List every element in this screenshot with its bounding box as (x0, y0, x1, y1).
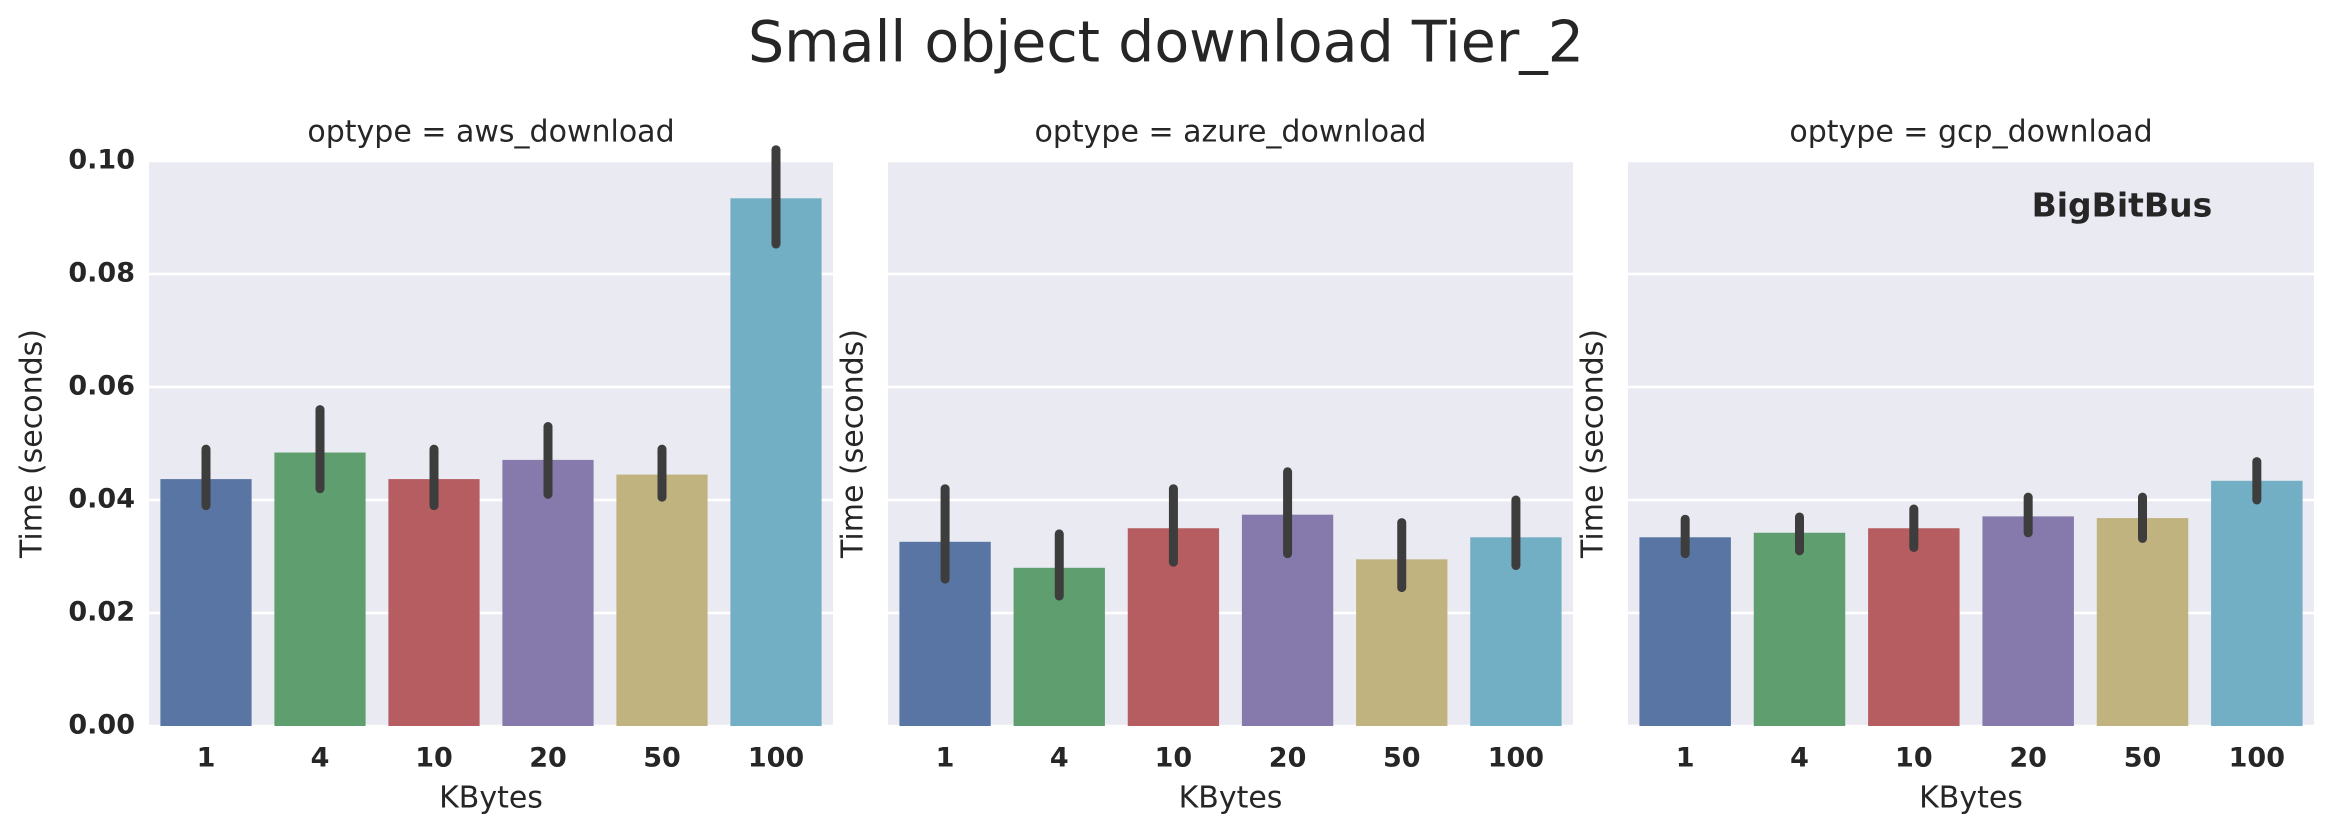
x-tick-label: 1 (197, 743, 216, 774)
panel: 1 4 10 20 50 100 optype = gcp_download KBytes Ti… (1576, 115, 2314, 816)
y-axis-label: Time (seconds) (15, 329, 50, 559)
panel-title: optype = aws_download (307, 115, 674, 150)
x-tick-label: 50 (643, 743, 681, 774)
x-tick-label: 10 (415, 743, 453, 774)
x-tick-label: 4 (311, 743, 330, 774)
bar (388, 479, 480, 726)
x-tick-label: 20 (2009, 743, 2047, 774)
x-tick-label: 20 (529, 743, 567, 774)
x-axis-label: KBytes (439, 781, 543, 816)
bar (160, 479, 252, 726)
x-tick-label: 100 (748, 743, 804, 774)
x-tick-label: 100 (1488, 743, 1544, 774)
bar (730, 198, 822, 727)
panel-title: optype = gcp_download (1789, 115, 2152, 150)
x-tick-label: 50 (1383, 743, 1421, 774)
y-tick-label: 0.00 (68, 710, 135, 741)
bar (1753, 532, 1846, 726)
y-axis-label: Time (seconds) (836, 329, 871, 559)
x-tick-label: 10 (1895, 743, 1933, 774)
y-tick-label: 0.02 (68, 597, 135, 628)
y-tick-label: 0.04 (68, 484, 135, 515)
x-tick-label: 1 (936, 743, 955, 774)
bar (616, 474, 708, 726)
bar (1639, 537, 1731, 726)
figure-title: Small object download Tier_2 (748, 10, 1584, 76)
panel: 1 4 10 20 50 100 optype = azure_download KBytes… (836, 115, 1573, 816)
y-tick-label: 0.08 (68, 258, 135, 289)
annotation: BigBitBus (2032, 186, 2213, 225)
x-tick-label: 50 (2124, 743, 2162, 774)
x-tick-label: 4 (1790, 743, 1809, 774)
x-tick-label: 20 (1269, 743, 1307, 774)
plot-background (149, 161, 833, 726)
x-axis-label: KBytes (1179, 781, 1283, 816)
x-tick-label: 4 (1050, 743, 1069, 774)
bar (2096, 518, 2189, 726)
bar (2211, 480, 2303, 726)
bar (1868, 528, 1960, 726)
plot-background (888, 161, 1573, 726)
y-tick-label: 0.10 (68, 145, 135, 176)
panel-title: optype = azure_download (1035, 115, 1427, 150)
panel: 0.00 0.02 0.04 0.06 0.08 0.10 1 4 10 20 50 100 optyp… (15, 115, 833, 816)
y-tick-label: 0.06 (68, 371, 135, 402)
plot-background (1628, 161, 2314, 726)
x-tick-label: 100 (2229, 743, 2285, 774)
x-axis-label: KBytes (1919, 781, 2023, 816)
x-tick-label: 10 (1155, 743, 1193, 774)
bar (502, 459, 594, 726)
bar (274, 452, 366, 726)
y-axis-label: Time (seconds) (1576, 329, 1611, 559)
x-tick-label: 1 (1676, 743, 1695, 774)
bar (1982, 516, 2074, 726)
